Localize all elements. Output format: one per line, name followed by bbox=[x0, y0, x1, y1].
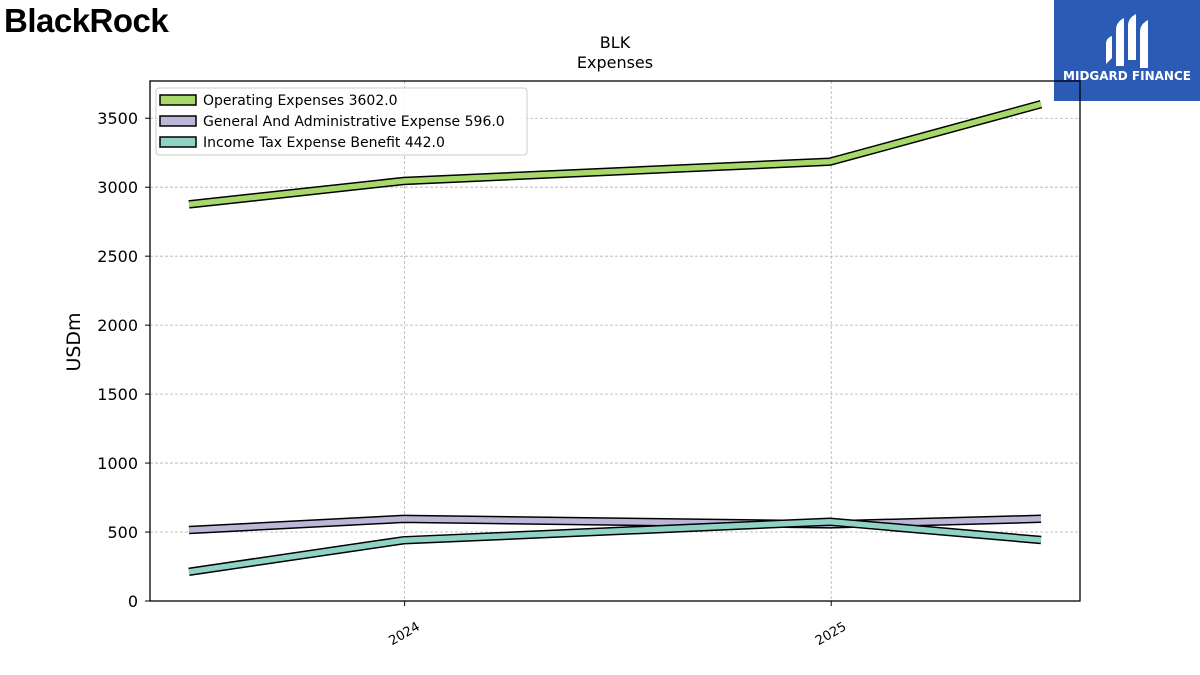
blackrock-logo: BlackRock. bbox=[4, 2, 170, 40]
x-axis-ticks: 2024 2025 bbox=[386, 601, 849, 649]
midgard-finance-logo: MIDGARD FINANCE bbox=[1054, 0, 1200, 101]
legend-swatch bbox=[159, 115, 197, 127]
y-tick-label: 1000 bbox=[97, 454, 138, 473]
blackrock-logo-mark: . bbox=[168, 28, 170, 34]
y-axis-ticks: 0 500 1000 1500 2000 2500 3000 3500 bbox=[97, 109, 150, 611]
plot-frame bbox=[149, 80, 1081, 602]
series-line bbox=[188, 518, 1042, 575]
y-tick-label: 2500 bbox=[97, 247, 138, 266]
grid bbox=[150, 81, 1080, 601]
blackrock-logo-text: BlackRock bbox=[4, 2, 169, 39]
y-tick-label: 3500 bbox=[97, 109, 138, 128]
series-line bbox=[188, 516, 1042, 533]
legend-swatch bbox=[159, 94, 197, 106]
chart-title: BLK bbox=[600, 33, 631, 52]
legend-label: Income Tax Expense Benefit 442.0 bbox=[203, 135, 445, 151]
x-tick-label: 2024 bbox=[386, 619, 422, 649]
legend: Operating Expenses 3602.0 General And Adm… bbox=[155, 87, 528, 156]
y-axis-label: USDm bbox=[63, 312, 85, 371]
midgard-emblem-icon bbox=[1106, 14, 1148, 68]
series-lines bbox=[188, 100, 1043, 577]
x-tick-label: 2025 bbox=[813, 619, 849, 649]
legend-swatch bbox=[159, 136, 197, 148]
series-line bbox=[188, 101, 1042, 208]
legend-box bbox=[155, 87, 528, 156]
y-tick-label: 500 bbox=[107, 523, 138, 542]
chart-subtitle: Expenses bbox=[577, 53, 653, 72]
y-tick-label: 1500 bbox=[97, 385, 138, 404]
y-tick-label: 3000 bbox=[97, 178, 138, 197]
legend-label: General And Administrative Expense 596.0 bbox=[203, 114, 505, 130]
y-tick-label: 2000 bbox=[97, 316, 138, 335]
partner-name: MIDGARD FINANCE bbox=[1063, 69, 1191, 83]
legend-label: Operating Expenses 3602.0 bbox=[203, 93, 398, 109]
y-tick-label: 0 bbox=[128, 592, 138, 611]
